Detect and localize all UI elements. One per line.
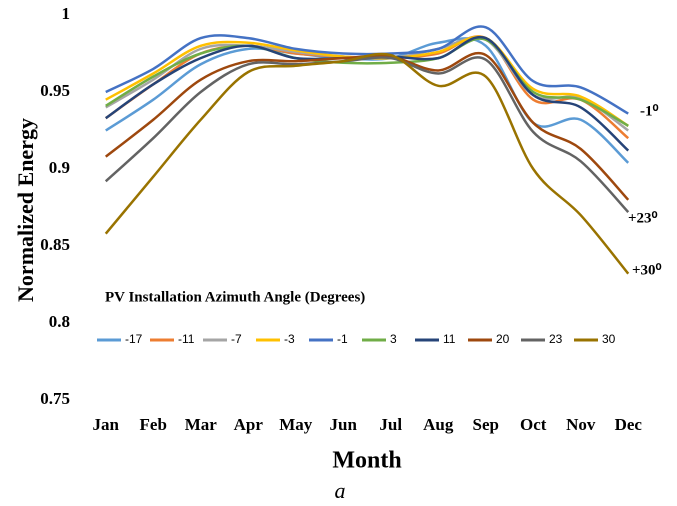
annotation: -1⁰ <box>640 103 659 119</box>
x-tick-label: Sep <box>473 415 499 434</box>
x-tick-label: Feb <box>140 415 167 434</box>
x-tick-label: Jan <box>93 415 120 434</box>
series-line <box>105 35 629 127</box>
legend-label: -11 <box>178 332 195 346</box>
legend-label: -17 <box>125 332 143 346</box>
series-line <box>105 36 629 132</box>
y-tick-label: 0.8 <box>49 312 70 331</box>
x-tick-label: Oct <box>520 415 547 434</box>
legend-label: 20 <box>496 332 510 346</box>
legend-label: -7 <box>231 332 242 346</box>
y-tick-label: 0.85 <box>40 235 70 254</box>
annotation: +23⁰ <box>628 210 658 226</box>
legend-title: PV Installation Azimuth Angle (Degrees) <box>105 289 365 305</box>
x-tick-label: May <box>279 415 313 434</box>
x-tick-label: Mar <box>185 415 218 434</box>
legend-label: -1 <box>337 332 348 346</box>
x-tick-label: Jun <box>330 415 358 434</box>
legend-label: 11 <box>443 332 456 346</box>
annotation: +30⁰ <box>632 262 662 278</box>
series-line <box>105 37 629 127</box>
x-tick-label: Apr <box>234 415 264 434</box>
y-tick-label: 0.9 <box>49 158 70 177</box>
x-axis-label: Month <box>332 448 401 474</box>
x-tick-label: Jul <box>379 415 402 434</box>
legend-label: 3 <box>390 332 397 346</box>
legend-label: 30 <box>602 332 616 346</box>
series-line <box>104 52 630 275</box>
y-tick-label: 1 <box>62 4 71 23</box>
x-tick-label: Nov <box>566 415 596 434</box>
y-tick-label: 0.75 <box>40 389 70 408</box>
y-tick-label: 0.95 <box>40 81 70 100</box>
x-tick-label: Dec <box>615 415 643 434</box>
legend-label: -3 <box>284 332 295 346</box>
series-line <box>104 56 630 213</box>
caption: a <box>335 478 346 503</box>
series-line <box>104 51 630 201</box>
legend-label: 23 <box>549 332 563 346</box>
x-tick-label: Aug <box>423 415 454 434</box>
y-axis-label: Normalized Energy <box>13 118 38 302</box>
